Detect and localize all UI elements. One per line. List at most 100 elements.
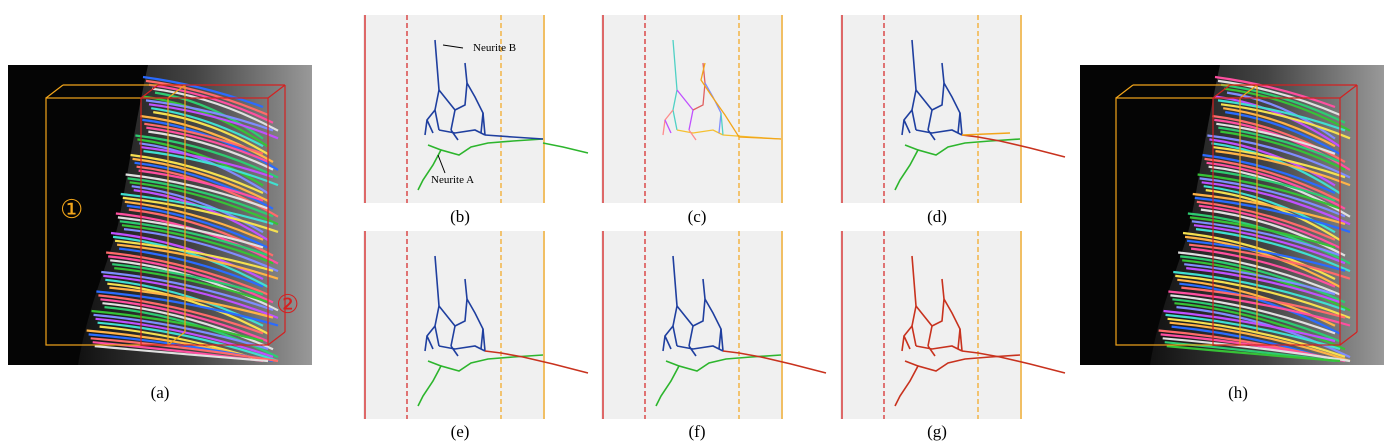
fiber-trace (1189, 216, 1336, 249)
fiber-trace (144, 122, 264, 155)
fiber-trace (109, 286, 274, 319)
fiber-trace (142, 75, 264, 109)
fiber-trace (101, 270, 274, 312)
fiber-trace (142, 95, 269, 148)
fiber-trace (114, 239, 274, 272)
fiber-trace (91, 309, 264, 343)
fiber-trace (1217, 79, 1341, 116)
volume-render-a (45, 65, 312, 365)
fiber-trace (117, 216, 264, 249)
neurite-b-trace (482, 328, 486, 352)
fiber-trace (1195, 228, 1351, 273)
neurite-b-trace (931, 278, 945, 327)
neurite-b-trace (454, 62, 468, 111)
trace-panel-f (601, 231, 827, 419)
fiber-trace (125, 173, 269, 210)
neurite-b-trace (915, 129, 963, 136)
panel-e (363, 231, 593, 419)
neurite-b-arrow (442, 44, 464, 49)
region-1-box (45, 84, 186, 346)
volume-image-h (1080, 65, 1384, 365)
neurite-b-trace (959, 328, 963, 352)
neurite-b-trace (915, 345, 963, 352)
fiber-trace (1223, 87, 1351, 132)
fiber-trace (114, 267, 269, 304)
fiber-trace (104, 306, 279, 359)
merged-trace (961, 134, 1066, 158)
caption-a: (a) (150, 383, 170, 402)
trace-panel-e (363, 231, 589, 419)
fiber-trace (1200, 208, 1346, 257)
fiber-trace (107, 282, 269, 335)
fiber-trace (1201, 181, 1351, 226)
fiber-trace (1198, 204, 1341, 249)
fiber-trace (146, 126, 269, 163)
fiber-trace (141, 146, 274, 179)
neurite-b-trace (438, 305, 456, 347)
fragment-trace (664, 119, 672, 134)
fiber-trace (145, 99, 274, 132)
neurite-b-trace (466, 298, 484, 350)
neurite-b-trace (438, 345, 486, 352)
neurite-b-trace (943, 82, 961, 134)
fiber-trace (138, 169, 264, 202)
fiber-trace (1197, 173, 1341, 210)
neurite-b-trace (915, 89, 933, 131)
region-2-label: ② (276, 290, 300, 320)
fiber-trace (1176, 306, 1351, 359)
fiber-trace (134, 161, 274, 210)
fiber-trace (154, 91, 264, 140)
fiber-trace (1179, 282, 1341, 335)
fiber-trace (1167, 317, 1346, 358)
fiber-trace (139, 142, 269, 195)
fiber-trace (93, 313, 269, 350)
fiber-trace (137, 138, 264, 187)
fiber-trace (1225, 111, 1341, 156)
fiber-trace (118, 247, 264, 288)
fiber-trace (1174, 302, 1346, 351)
neurite-a-trace (904, 144, 919, 151)
fiber-trace (1220, 130, 1346, 171)
fiber-trace (151, 87, 279, 132)
fiber-trace (1217, 99, 1346, 132)
panel-b: Neurite B Neurite A (363, 15, 593, 203)
fiber-trace (129, 181, 279, 226)
trace-panel-b (363, 15, 589, 203)
neurite-b-trace (676, 345, 724, 352)
fiber-trace (1210, 169, 1336, 202)
neurite-b-trace (704, 298, 722, 350)
neurite-b-trace (426, 335, 434, 350)
fiber-trace (1166, 345, 1341, 363)
neurite-b-trace (450, 345, 459, 357)
neurite-b-trace (438, 129, 486, 136)
fiber-trace (1192, 192, 1346, 226)
fiber-trace (1169, 321, 1351, 363)
merged-trace (722, 350, 827, 374)
fiber-trace (1211, 142, 1341, 195)
fiber-tracts (86, 75, 279, 363)
trace-panel-c (601, 15, 783, 203)
neurite-a-trace (417, 138, 544, 191)
fiber-trace (97, 321, 279, 363)
neurite-a-trace (542, 142, 589, 154)
fragment-trace (704, 82, 722, 134)
fiber-trace (151, 107, 264, 148)
fiber-trace (1168, 290, 1351, 327)
fiber-trace (1178, 251, 1341, 296)
neurite-a-trace (427, 144, 442, 151)
caption-h: (h) (1228, 383, 1248, 402)
caption-f: (f) (688, 422, 706, 441)
neurite-b-trace (931, 62, 945, 111)
fiber-trace (1216, 122, 1336, 155)
fiber-trace (1163, 309, 1336, 343)
fiber-trace (1212, 114, 1346, 163)
region-2-box (1212, 84, 1358, 346)
fragment-trace (692, 62, 706, 111)
neurite-a-trace (655, 354, 782, 407)
fiber-trace (1214, 75, 1336, 109)
fiber-trace (1172, 298, 1341, 343)
neurite-b-trace (959, 112, 963, 136)
fiber-trace (143, 150, 279, 187)
neurite-b-trace (454, 278, 468, 327)
fiber-trace (120, 192, 274, 226)
